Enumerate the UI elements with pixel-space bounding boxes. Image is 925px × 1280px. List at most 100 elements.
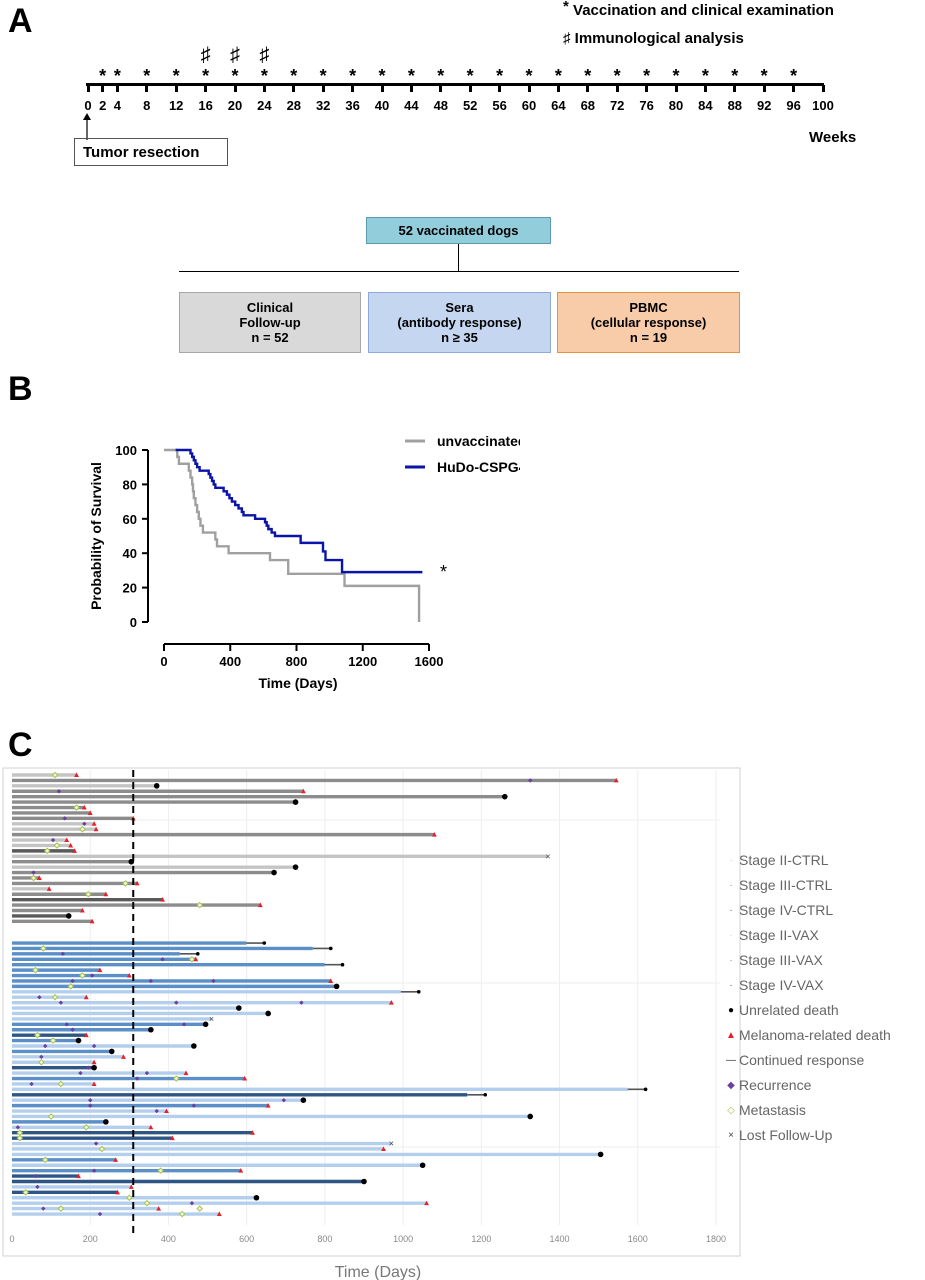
timeline-tick: [556, 85, 560, 92]
metastasis-marker: [83, 1123, 90, 1131]
y-tick-label: 100: [115, 443, 137, 458]
legend-vaccination: * Vaccination and clinical examination: [563, 0, 834, 19]
vaccination-marker: *: [525, 66, 533, 86]
sera-line2: (antibody response): [397, 315, 522, 330]
patient-row: [12, 1108, 169, 1114]
y-tick-label: 60: [123, 512, 137, 527]
timeline-tick: [615, 85, 619, 92]
flow-connector-vertical: [458, 244, 459, 272]
timeline-tick: [174, 85, 178, 92]
x-tick-label: 1600: [628, 1234, 648, 1244]
patient-row: [12, 810, 93, 815]
flow-connector-horizontal: [179, 271, 739, 272]
panel-b-label: B: [8, 370, 33, 408]
patient-row: [12, 901, 263, 909]
x-tick-label: 800: [317, 1234, 332, 1244]
sharp-symbol: ♯: [563, 30, 571, 47]
pbmc-line1: PBMC: [629, 300, 668, 315]
survival-curve-hudo-cspg4: [175, 448, 423, 574]
timeline-tick: [792, 85, 796, 92]
legend-item-recurrence: ◆ Recurrence: [726, 1077, 811, 1093]
x-tick-label: 1200: [471, 1234, 491, 1244]
timeline-tick: [674, 85, 678, 92]
legend-item-IV-CTRL: · Stage IV-CTRL: [726, 902, 833, 918]
metastasis-marker: [38, 1058, 45, 1066]
melanoma-death-marker: [72, 848, 77, 853]
melanoma-death-marker: [242, 1075, 248, 1081]
unrelated-death-marker: [361, 1178, 367, 1185]
melanoma-death-marker: [93, 826, 99, 832]
x-tick-label: 200: [83, 1234, 98, 1244]
metastasis-marker: [67, 983, 74, 990]
patient-row: ×: [12, 1139, 394, 1149]
metastasis-marker: [79, 825, 86, 833]
vaccination-marker: *: [731, 66, 739, 86]
x-tick-label: 0: [9, 1234, 14, 1244]
recurrence-marker: [134, 1076, 140, 1081]
vaccinated-dogs-label: 52 vaccinated dogs: [398, 223, 519, 238]
vaccination-marker: *: [231, 66, 239, 86]
patient-row: [12, 1184, 134, 1190]
timeline-tick: [233, 85, 237, 92]
patient-row: [12, 886, 52, 891]
recurrence-marker: [43, 1043, 48, 1049]
unrelated-death-marker: [253, 1194, 260, 1201]
patient-row: [12, 1087, 648, 1092]
melanoma-death-marker: [183, 1070, 189, 1076]
patient-row: [12, 1097, 307, 1103]
y-tick-label: 20: [123, 581, 137, 596]
patient-row: [12, 793, 508, 800]
vaccination-timeline: 0 2 4 8 12 16 20 24 28 32 36 40 44 48 52 56 60 64 68 72 76 80…: [0, 0, 925, 170]
melanoma-death-marker: [148, 1124, 154, 1130]
continued-response-marker: [483, 1092, 488, 1097]
pbmc-line2: (cellular response): [590, 315, 707, 330]
patient-row: [12, 1119, 109, 1125]
unrelated-death-marker: [91, 1064, 97, 1071]
x-tick-label: 1600: [415, 654, 444, 669]
legend-marker-icon: ·: [729, 904, 733, 916]
metastasis-marker: [34, 1031, 41, 1039]
melanoma-death-marker: [76, 1173, 81, 1179]
metastasis-marker: [79, 972, 86, 979]
patient-row: [12, 990, 421, 994]
patient-row: [12, 1048, 115, 1055]
clinical-line1: Clinical: [246, 300, 294, 315]
melanoma-death-marker: [46, 886, 52, 891]
unrelated-death-marker: [191, 1043, 197, 1049]
melanoma-death-marker: [83, 994, 89, 1000]
sera-n: n ≥ 35: [441, 330, 478, 345]
timeline-tick: [351, 85, 355, 92]
metastasis-marker: [47, 1113, 55, 1120]
legend-immunological-label: Immunological analysis: [574, 30, 744, 47]
timeline-tick: [101, 85, 105, 92]
legend-marker-icon: ·: [729, 954, 733, 966]
patient-row: [12, 825, 99, 833]
patient-row: [12, 1103, 271, 1108]
melanoma-death-marker: [115, 1189, 120, 1195]
patient-row: [12, 918, 95, 924]
recurrence-marker: [58, 1000, 64, 1005]
immunological-marker: ♯: [230, 44, 240, 66]
patient-row: [12, 1167, 244, 1174]
legend-marker-icon: ·: [729, 879, 733, 891]
patient-row: [12, 783, 160, 789]
patient-row: [12, 1162, 426, 1169]
melanoma-death-marker: [328, 978, 334, 983]
patient-row: [12, 962, 345, 967]
recurrence-marker: [60, 951, 66, 957]
timeline-tick-label: 24: [257, 98, 272, 113]
timeline-tick-label: 100: [812, 98, 834, 113]
x-tick-label: 1000: [393, 1234, 413, 1244]
patient-row: [12, 874, 42, 882]
unrelated-death-marker: [265, 1010, 271, 1017]
metastasis-marker: [188, 955, 196, 963]
patient-row: [12, 842, 74, 849]
patient-row: [12, 1145, 386, 1153]
patient-row: [12, 955, 199, 963]
patient-row: [12, 1054, 126, 1060]
continued-response-marker: [328, 946, 333, 951]
metastasis-marker: [143, 1199, 151, 1207]
patient-row: [12, 869, 277, 876]
vaccinated-dogs-box: 52 vaccinated dogs: [366, 217, 551, 244]
timeline-tick: [380, 85, 384, 92]
